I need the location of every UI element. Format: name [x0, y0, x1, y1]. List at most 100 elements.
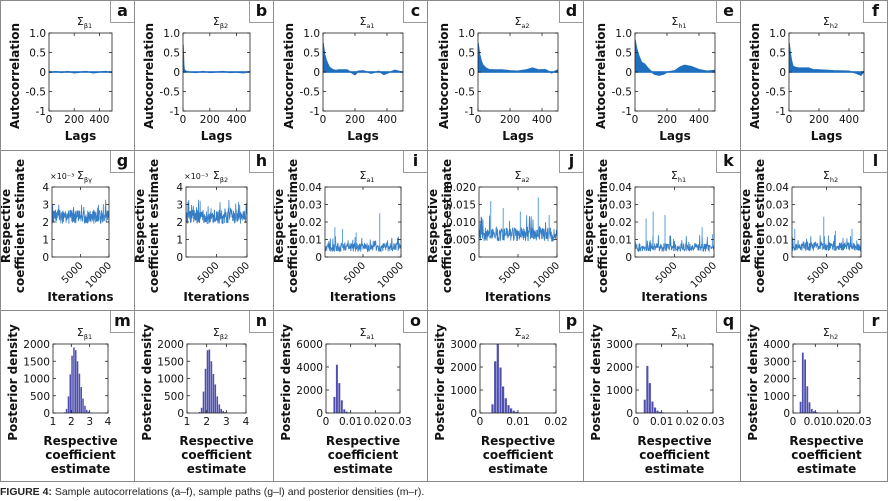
panel-letter: f [863, 1, 887, 23]
y-tick-label: -0.5 [766, 87, 787, 99]
y-tick-label: 0.04 [609, 182, 633, 194]
y-tick-label: 0.01 [299, 235, 322, 247]
y-tick-label: 1000 [763, 391, 790, 403]
y-axis-label: coefficient estimate [13, 159, 27, 293]
panel-title-subscript: a2 [521, 333, 529, 341]
panel-f: f -1 -0.5 0 0.5 1.0 0 200 400 Σh2 Lags Autocorrelat… [741, 0, 888, 151]
hist-bar [502, 386, 505, 413]
hist-bar [78, 373, 81, 413]
hist-bar [71, 355, 73, 413]
panel-letter: q [716, 311, 740, 333]
hist-bar [515, 411, 518, 413]
y-axis-label: Posterior density [589, 324, 603, 441]
y-tick-label: 0.5 [769, 48, 786, 60]
y-tick-label: 0 [470, 408, 477, 420]
y-tick-label: 1.0 [615, 28, 632, 40]
panel-title: Σβ2 [213, 326, 228, 341]
panel-letter: j [559, 151, 583, 173]
x-axis-label: Lags [347, 129, 378, 143]
y-tick-label: 2 [176, 217, 183, 229]
x-tick-label: 5000 [342, 260, 368, 286]
axes-box [325, 343, 401, 414]
figure-grid: a -1 -0.5 0 0.5 1.0 0 200 400 Σβ1 Lags Autocorrelat… [0, 0, 888, 482]
panel-title-subscript: a1 [366, 176, 374, 184]
hist-bar [646, 365, 649, 413]
y-axis-label: Respective [741, 189, 753, 263]
hist-bar [338, 383, 341, 413]
panel-o: o 0 2000 4000 6000 0 0.01 0.02 0.03 Σa1 Respective… [274, 311, 428, 482]
chart-n: 0 500 1000 1500 2000 1 2 3 4 Σβ2 Respectivecoeffic… [140, 324, 254, 476]
y-axis-label: Posterior density [140, 324, 154, 441]
y-tick-label: 1.0 [769, 28, 786, 40]
hist-bar [801, 352, 804, 413]
panel-title: Σa1 [359, 326, 374, 341]
trace-line [635, 235, 714, 253]
panel-title: Σh2 [823, 169, 838, 184]
x-tick-label: 200 [809, 114, 829, 126]
panel-g: g 0 1 2 3 4 5000 10000 Σβγ ×10⁻³ Iterations Respect… [0, 151, 135, 311]
y-tick-label: 2 [42, 217, 49, 229]
x-axis-label: estimate [797, 462, 857, 476]
chart-b: -1 -0.5 0 0.5 1.0 0 200 400 Σβ2 Lags Autocorrelati… [142, 15, 251, 143]
x-tick-label: 0.01 [506, 416, 529, 428]
y-axis-label: Autocorrelation [142, 23, 156, 129]
y-axis-label: coefficient estimate [596, 159, 610, 293]
x-axis-label: Iterations [485, 290, 551, 304]
hist-bar [210, 361, 213, 413]
hist-bar [198, 412, 201, 413]
panel-letter: d [559, 1, 583, 23]
plot-area [799, 352, 829, 413]
panel-title-subscript: β2 [220, 333, 228, 341]
panel-letter: m [110, 311, 134, 333]
panel-letter: o [403, 311, 427, 333]
x-tick-label: 10000 [836, 260, 866, 290]
panel-l: l 0 0.01 0.02 0.03 0.04 5000 10000 Σh2 Iterations… [741, 151, 888, 311]
y-exponent: ×10⁻³ [50, 172, 74, 181]
panel-title-subscript: a2 [521, 176, 529, 184]
hist-bar [345, 411, 348, 413]
panel-e: e -1 -0.5 0 0.5 1.0 0 200 400 Σh1 Lags Autocorrelat… [584, 0, 741, 151]
panel-a: a -1 -0.5 0 0.5 1.0 0 200 400 Σβ1 Lags Autocorrelat… [0, 0, 135, 151]
panel-title-subscript: a1 [366, 22, 374, 30]
panel-letter: i [403, 151, 427, 173]
panel-b: b -1 -0.5 0 0.5 1.0 0 200 400 Σβ2 Lags Autocorrelat… [135, 0, 274, 151]
y-axis-label: Autocorrelation [437, 23, 451, 129]
y-tick-label: 4 [176, 182, 183, 194]
chart-f: -1 -0.5 0 0.5 1.0 0 200 400 Σh2 Lags Autocorrelati… [748, 15, 865, 143]
trace-line [325, 236, 401, 253]
panel-letter: e [716, 1, 740, 23]
panel-title: Σa1 [359, 15, 374, 30]
panel-i: i 0 0.01 0.02 0.03 0.04 5000 10000 Σa1 Iterations… [274, 151, 428, 311]
x-tick-label: 0 [323, 416, 330, 428]
x-axis-label: coefficient [328, 448, 399, 462]
y-tick-label: 2000 [763, 374, 790, 386]
plot-area [186, 199, 247, 225]
plot-area [64, 347, 93, 413]
y-axis-label: Respective [584, 189, 596, 263]
y-tick-label: -1 [36, 106, 46, 118]
chart-m: 0 500 1000 1500 2000 1 2 3 4 Σβ1 Respectivecoeffic… [6, 324, 118, 476]
trace-line [52, 199, 109, 224]
hist-bar [82, 398, 84, 413]
hist-bar [202, 391, 205, 413]
x-axis-label: coefficient [639, 448, 710, 462]
y-tick-label: 1500 [23, 356, 50, 368]
chart-c: -1 -0.5 0 0.5 1.0 0 200 400 Σa1 Lags Autocorrelati… [282, 15, 404, 143]
hist-bar [204, 368, 207, 413]
y-tick-label: 0.03 [299, 200, 322, 212]
y-tick-label: -1 [776, 106, 786, 118]
x-tick-label: 10000 [84, 260, 114, 290]
hist-bar [216, 396, 219, 413]
panel-title: Σβ1 [77, 326, 92, 341]
panel-title: Σh1 [671, 326, 686, 341]
x-axis-label: estimate [51, 462, 111, 476]
hist-bar [84, 405, 86, 413]
caption-text: Sample autocorrelations (a–f), sample pa… [51, 486, 425, 498]
panel-title-subscript: β2 [220, 176, 228, 184]
x-axis-label: Respective [179, 434, 253, 448]
y-tick-label: 1.0 [458, 28, 475, 40]
y-tick-label: 0.04 [299, 182, 323, 194]
panel-title-subscript: h1 [678, 22, 686, 30]
x-tick-label: 0.01 [650, 416, 673, 428]
